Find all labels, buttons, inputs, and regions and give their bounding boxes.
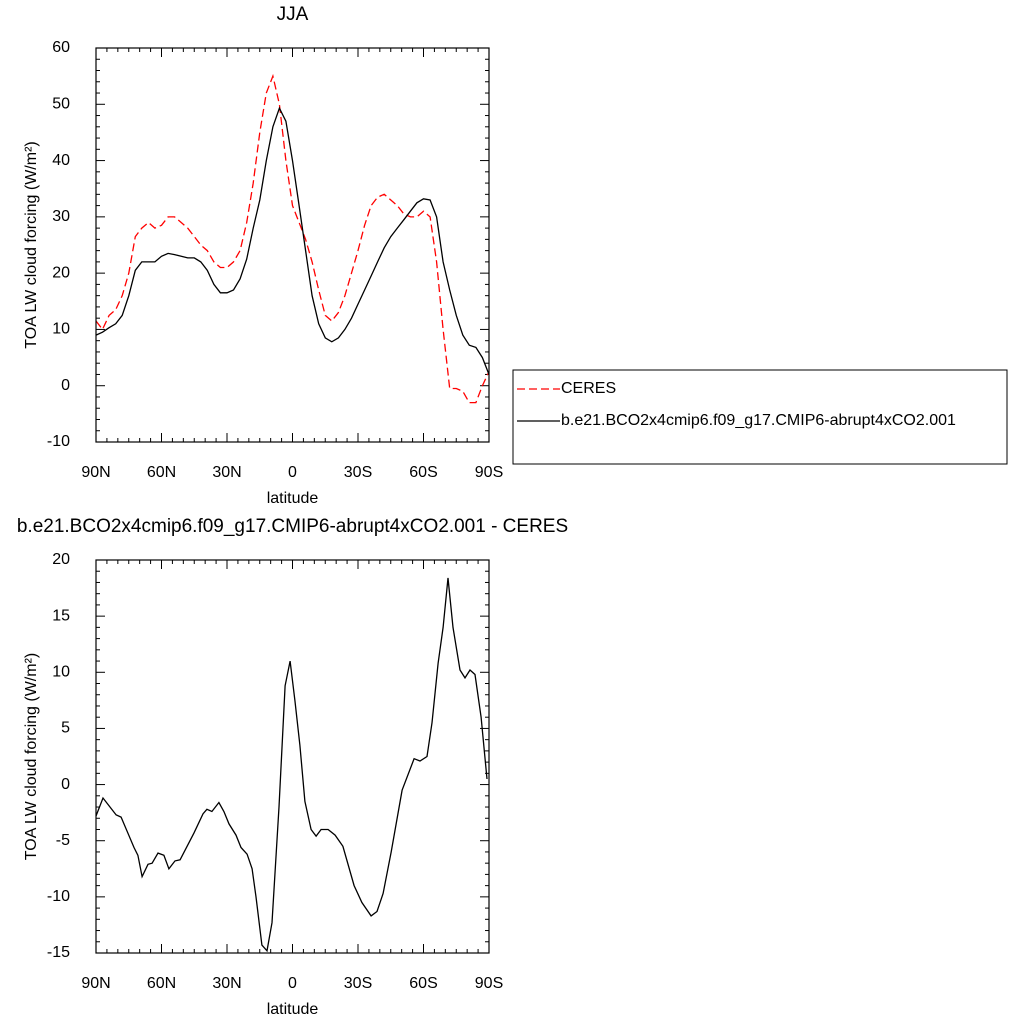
plot-frame (95, 559, 490, 954)
data-line (95, 577, 488, 953)
y-tick-label: 0 (61, 776, 70, 793)
x-tick-label: 60S (409, 975, 437, 992)
data-line (95, 73, 490, 404)
x-tick-label: 60N (147, 464, 176, 481)
legend-box (512, 369, 1008, 465)
y-tick-label: 5 (61, 720, 70, 737)
y-axis-label: TOA LW cloud forcing (W/m²) (23, 141, 40, 348)
x-tick-label: 30N (212, 464, 241, 481)
y-tick-label: 10 (52, 664, 70, 681)
y-tick-label: -5 (56, 832, 70, 849)
chart-title: b.e21.BCO2x4cmip6.f09_g17.CMIP6-abrupt4x… (17, 516, 568, 537)
y-tick-label: 10 (52, 321, 70, 338)
y-tick-label: 60 (52, 39, 70, 56)
y-tick-label: -15 (47, 944, 70, 961)
y-tick-label: 15 (52, 607, 70, 624)
x-tick-label: 60N (147, 975, 176, 992)
y-tick-label: 30 (52, 208, 70, 225)
y-axis-label: TOA LW cloud forcing (W/m²) (23, 653, 40, 860)
x-tick-label: 30N (212, 975, 241, 992)
data-line (95, 106, 490, 375)
x-tick-label: 60S (409, 464, 437, 481)
x-tick-label: 30S (344, 975, 372, 992)
y-tick-label: 40 (52, 152, 70, 169)
y-tick-label: -10 (47, 433, 70, 450)
y-tick-label: 50 (52, 96, 70, 113)
y-tick-label: 20 (52, 551, 70, 568)
x-tick-label: 0 (288, 464, 297, 481)
legend-label: CERES (561, 380, 616, 397)
x-tick-label: 90S (475, 464, 503, 481)
x-axis-label: latitude (267, 1001, 319, 1018)
x-tick-label: 30S (344, 464, 372, 481)
chart-title: JJA (277, 4, 309, 25)
x-tick-label: 90N (81, 975, 110, 992)
y-tick-label: -10 (47, 888, 70, 905)
x-tick-label: 90N (81, 464, 110, 481)
y-tick-label: 0 (61, 377, 70, 394)
x-tick-label: 90S (475, 975, 503, 992)
x-tick-label: 0 (288, 975, 297, 992)
legend-label: b.e21.BCO2x4cmip6.f09_g17.CMIP6-abrupt4x… (561, 412, 956, 429)
x-axis-label: latitude (267, 490, 319, 507)
plot-frame (95, 47, 490, 443)
y-tick-label: 20 (52, 264, 70, 281)
